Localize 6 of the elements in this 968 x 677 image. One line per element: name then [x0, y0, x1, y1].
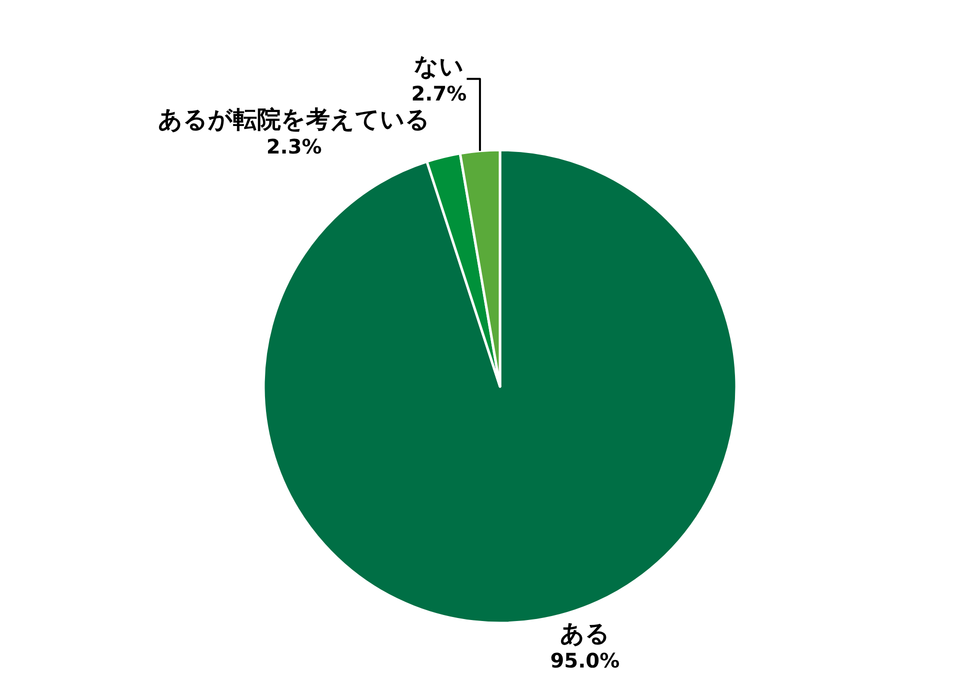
data-label: 95.0% [550, 648, 620, 672]
slice-label: あるが転院を考えている [158, 105, 430, 134]
slice-label: ある [560, 619, 610, 648]
data-label: 2.3% [266, 134, 322, 158]
slice-label: ない [414, 52, 464, 80]
data-label: 2.7% [411, 81, 467, 106]
